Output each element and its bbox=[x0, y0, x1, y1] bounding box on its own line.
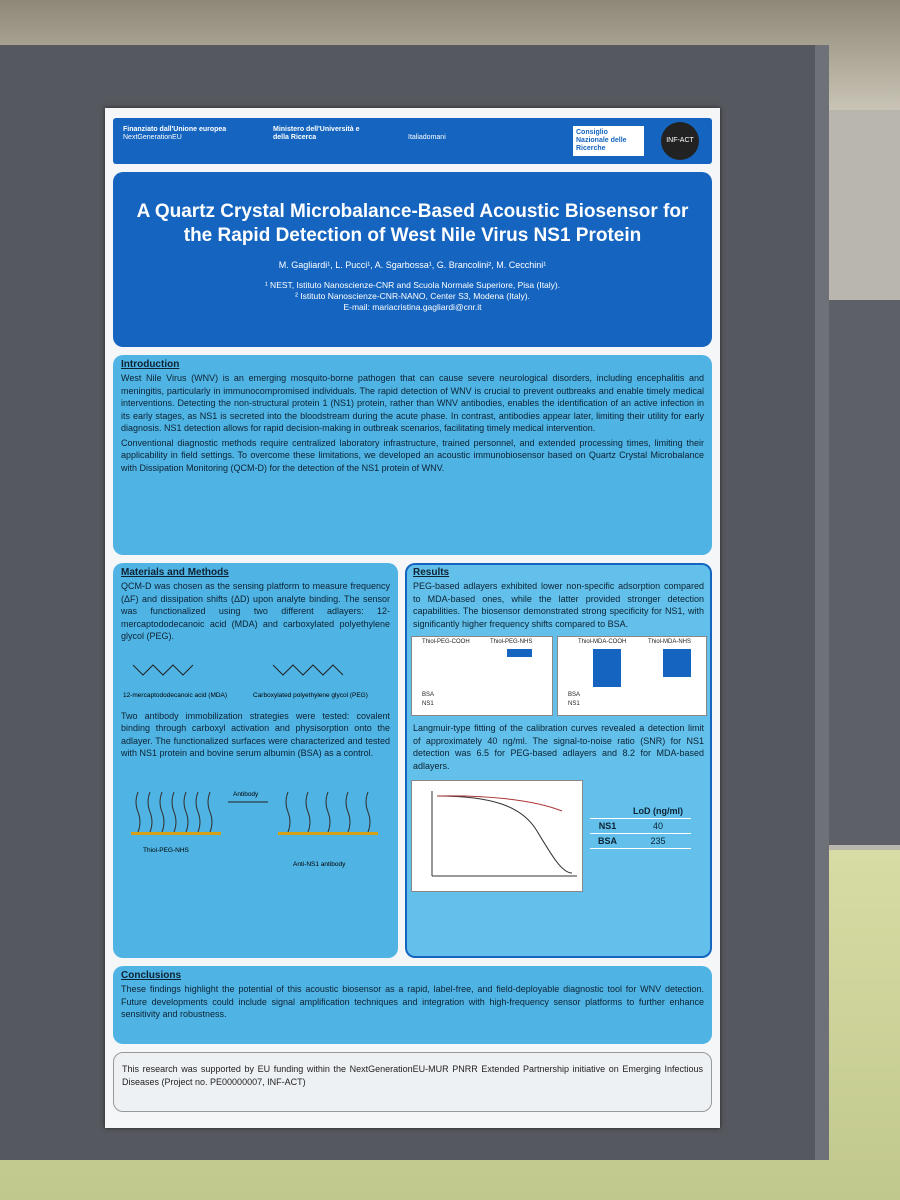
group-label: Thiol-MDA-NHS bbox=[648, 639, 692, 645]
chart-mda: Thiol-MDA-COOH Thiol-MDA-NHS BSA NS1 bbox=[557, 636, 707, 716]
adlayer-chains bbox=[135, 791, 371, 832]
fit-curve bbox=[436, 795, 573, 874]
italia-logo: Italiadomani bbox=[408, 134, 446, 141]
acknowledgment: This research was supported by EU fundin… bbox=[113, 1052, 712, 1112]
conclusions: Conclusions These findings highlight the… bbox=[113, 966, 712, 1044]
title-box: A Quartz Crystal Microbalance-Based Acou… bbox=[113, 172, 712, 347]
paragraph: QCM-D was chosen as the sensing platform… bbox=[121, 581, 390, 641]
materials: Materials and Methods QCM-D was chosen a… bbox=[113, 563, 398, 958]
table-cell: 235 bbox=[625, 833, 692, 849]
bar-shape bbox=[507, 649, 532, 657]
paragraph: These findings highlight the potential o… bbox=[121, 984, 704, 1019]
molecule bbox=[272, 663, 344, 676]
gold-surface bbox=[131, 831, 221, 835]
side-board bbox=[820, 300, 900, 845]
paragraph: Conventional diagnostic methods require … bbox=[121, 437, 704, 473]
paragraph: PEG-based adlayers exhibited lower non-s… bbox=[413, 581, 704, 629]
paragraph: Two antibody immobilization strategies w… bbox=[121, 710, 390, 759]
paragraph: West Nile Virus (WNV) is an emerging mos… bbox=[121, 373, 704, 433]
diagram-label: Thiol-PEG-NHS bbox=[143, 847, 190, 854]
bar-shape bbox=[663, 649, 691, 677]
affiliations: ¹ NEST, Istituto Nanoscienze-CNR and Scu… bbox=[113, 280, 712, 313]
bar-shape bbox=[593, 649, 621, 687]
legend-label: BSA bbox=[422, 692, 435, 698]
paragraph: This research was supported by EU fundin… bbox=[122, 1064, 703, 1087]
calibration-chart bbox=[411, 780, 583, 892]
bar-charts: Thiol-PEG-COOH Thiol-PEG-NHS BSA NS1 Thi… bbox=[405, 632, 712, 722]
eu-text: Finanziato dall'Unione europea bbox=[123, 126, 227, 133]
legend-label: NS1 bbox=[422, 701, 434, 707]
group-label: Thiol-MDA-COOH bbox=[578, 639, 627, 645]
cnr-logo: Consiglio Nazionale delle Ricerche bbox=[573, 126, 644, 156]
section-title: Introduction bbox=[121, 359, 180, 370]
affiliation: ² Istituto Nanoscienze-CNR-NANO, Center … bbox=[295, 291, 530, 301]
gold-surface bbox=[278, 831, 378, 835]
lod-table: LoD (ng/ml) NS1 40 BSA 235 bbox=[590, 804, 692, 849]
introduction: Introduction West Nile Virus (WNV) is an… bbox=[113, 355, 712, 555]
section-title: Materials and Methods bbox=[121, 567, 229, 578]
infact-logo: INF-ACT bbox=[661, 122, 699, 160]
eu-sub: NextGenerationEU bbox=[123, 134, 182, 141]
group-label: Thiol-PEG-COOH bbox=[422, 639, 470, 645]
eu-logo: Finanziato dall'Unione europea NextGenera… bbox=[123, 126, 233, 142]
group-label: Thiol-PEG-NHS bbox=[490, 639, 533, 645]
chart-peg: Thiol-PEG-COOH Thiol-PEG-NHS BSA NS1 bbox=[411, 636, 553, 716]
molecule bbox=[132, 663, 194, 676]
poster-title: A Quartz Crystal Microbalance-Based Acou… bbox=[136, 201, 689, 246]
paragraph: Langmuir-type fitting of the calibration… bbox=[413, 723, 704, 771]
section-title: Conclusions bbox=[121, 970, 182, 981]
poster: Finanziato dall'Unione europea NextGenera… bbox=[105, 108, 720, 1128]
results: Results PEG-based adlayers exhibited low… bbox=[405, 563, 712, 958]
legend-label: BSA bbox=[568, 692, 581, 698]
authors: M. Gagliardi¹, L. Pucci¹, A. Sgarbossa¹,… bbox=[278, 260, 547, 270]
ministry-logo: Ministero dell'Università e della Ricerc… bbox=[273, 126, 360, 141]
diagram-label: Anti-NS1 antibody bbox=[293, 861, 346, 868]
section-title: Results bbox=[413, 567, 450, 578]
molecule-figure: 12-mercaptododecanoic acid (MDA) Carboxy… bbox=[123, 663, 368, 699]
table-cell: 40 bbox=[625, 818, 692, 834]
table-cell: BSA bbox=[590, 833, 626, 849]
immobilization-figure: Antibody Thiol-PEG-NHS Anti-NS1 antibody bbox=[131, 791, 378, 868]
table-cell: NS1 bbox=[590, 818, 626, 834]
diagram-label: Antibody bbox=[233, 791, 259, 798]
email: E-mail: mariacristina.gagliardi@cnr.it bbox=[343, 302, 482, 312]
table-header: LoD (ng/ml) bbox=[625, 804, 692, 819]
affiliation: ¹ NEST, Istituto Nanoscienze-CNR and Scu… bbox=[264, 280, 561, 290]
molecule-label: 12-mercaptododecanoic acid (MDA) bbox=[123, 692, 227, 699]
molecule-label: Carboxylated polyethylene glycol (PEG) bbox=[253, 692, 368, 699]
legend-label: NS1 bbox=[568, 701, 580, 707]
fit-curve bbox=[436, 795, 563, 812]
logo-bar: Finanziato dall'Unione europea NextGenera… bbox=[113, 118, 712, 164]
